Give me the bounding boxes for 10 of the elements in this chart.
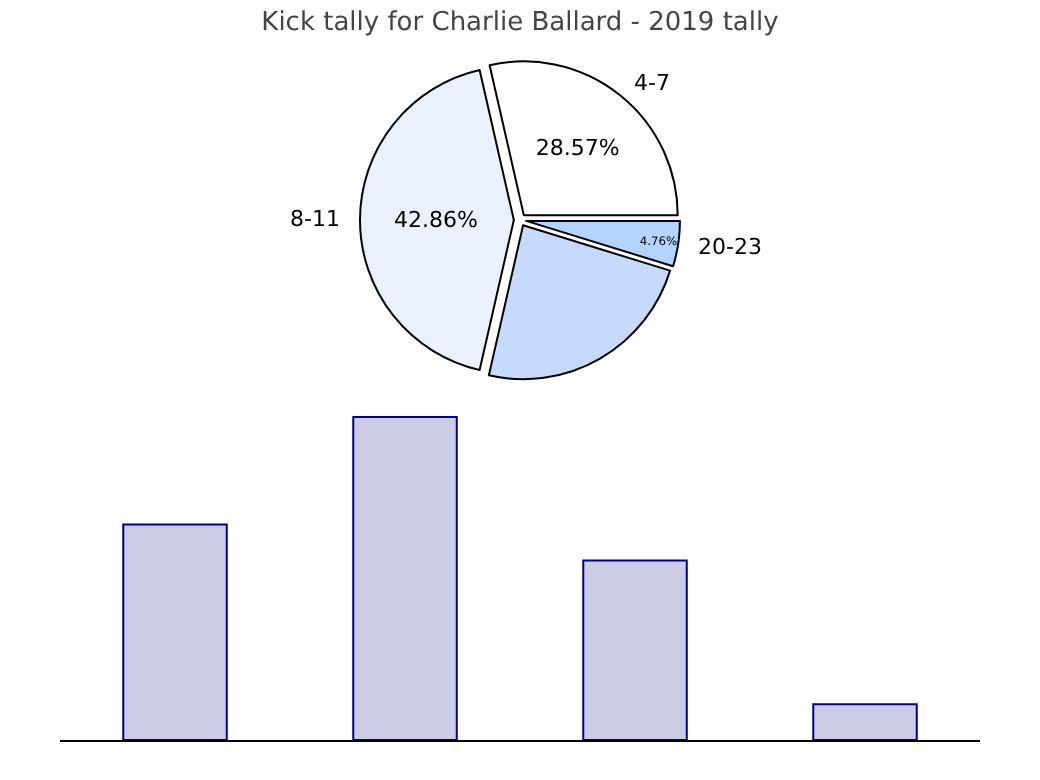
bar [122,523,228,740]
bar [352,416,458,740]
slice-label: 4-7 [634,70,670,96]
slice-label: 8-11 [290,206,340,232]
data-label: 42.86% [393,207,478,233]
slice-label: 20-23 [698,234,762,260]
bar [582,559,688,740]
chart-title: Kick tally for Charlie Ballard - 2019 tally [261,8,780,39]
bar [812,703,918,740]
data-label: 28.57% [535,134,620,161]
